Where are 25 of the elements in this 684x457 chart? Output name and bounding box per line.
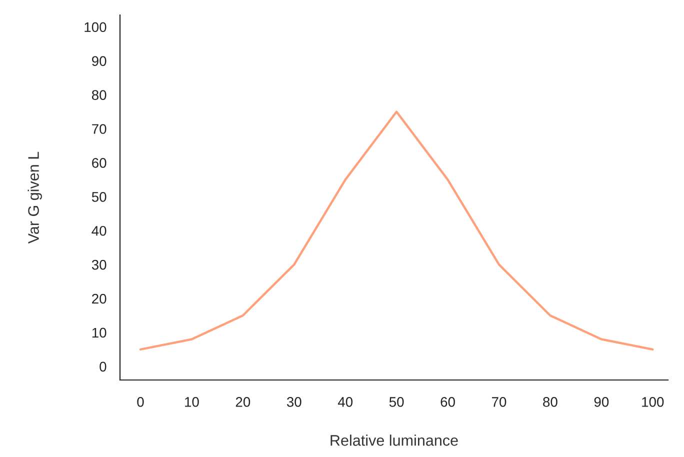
y-tick-label: 80 <box>92 90 106 100</box>
y-tick-label: 30 <box>92 260 106 270</box>
y-tick-label: 0 <box>100 362 106 372</box>
y-tick-label: 10 <box>92 328 106 338</box>
y-tick-label: 90 <box>92 56 106 66</box>
x-tick-label: 0 <box>137 397 144 407</box>
x-tick-label: 50 <box>389 397 404 407</box>
x-tick-label: 10 <box>185 397 199 407</box>
y-tick-label: 40 <box>92 226 106 236</box>
x-tick-label: 30 <box>286 397 302 407</box>
y-axis-title: Var G given L <box>28 152 42 244</box>
y-tick-label: 70 <box>92 124 106 134</box>
y-tick-label: 60 <box>92 158 106 168</box>
x-tick-label: 20 <box>236 397 250 407</box>
x-tick-label: 40 <box>338 397 353 407</box>
x-tick-label: 80 <box>543 397 558 407</box>
y-tick-label: 50 <box>92 192 106 202</box>
x-axis-title: Relative luminance <box>330 434 458 446</box>
line-series <box>139 110 654 351</box>
x-tick-label: 70 <box>492 397 506 407</box>
x-tick-label: 90 <box>594 397 609 407</box>
y-tick-label: 20 <box>92 294 106 304</box>
y-tick-label: 100 <box>84 22 106 32</box>
x-tick-label: 60 <box>440 397 455 407</box>
x-tick-label: 100 <box>642 397 664 407</box>
